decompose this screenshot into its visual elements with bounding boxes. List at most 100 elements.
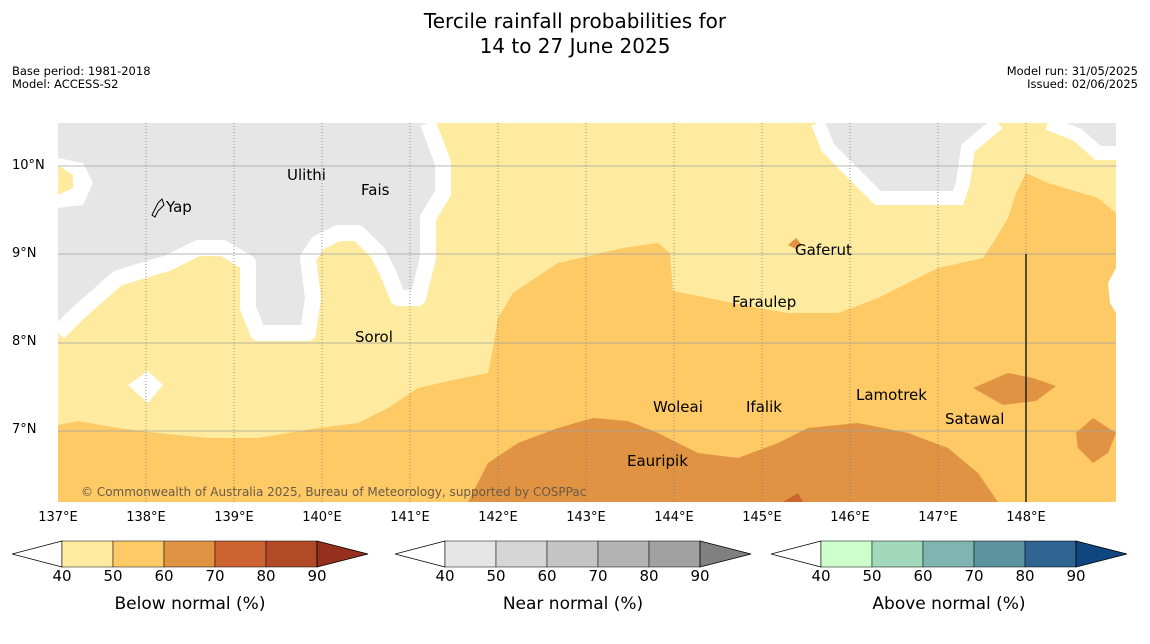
base-period: Base period: 1981-2018 — [12, 64, 151, 78]
colorbar-segment — [163, 540, 216, 568]
place-fais: Fais — [361, 181, 390, 199]
colorbar-segment — [61, 540, 114, 568]
colorbar-high-triangle — [699, 540, 752, 568]
colorbar-segment — [1024, 540, 1077, 568]
tick-90: 90 — [307, 567, 327, 585]
title-line-2: 14 to 27 June 2025 — [479, 34, 671, 58]
lon-label-141e: 141°E — [390, 510, 430, 525]
title-line-1: Tercile rainfall probabilities for — [423, 9, 727, 33]
tick-70: 70 — [964, 567, 984, 585]
yap-island-shape — [151, 198, 165, 218]
lon-label-148e: 148°E — [1006, 510, 1046, 525]
tick-70: 70 — [205, 567, 225, 585]
lon-label-138e: 138°E — [126, 510, 166, 525]
colorbar-segment — [922, 540, 975, 568]
lon-label-137e: 137°E — [38, 510, 78, 525]
tick-50: 50 — [103, 567, 123, 585]
lon-label-146e: 146°E — [830, 510, 870, 525]
tick-60: 60 — [154, 567, 174, 585]
lon-label-139e: 139°E — [214, 510, 254, 525]
legend-near-label: Near normal (%) — [502, 594, 644, 614]
legend-above-normal: 40 50 60 70 80 90 Above normal (%) — [769, 540, 1129, 614]
colorbar-segment — [112, 540, 165, 568]
region-white-ne2 — [1045, 123, 1116, 160]
tick-70: 70 — [588, 567, 608, 585]
colorbar-high-triangle — [1075, 540, 1128, 568]
place-sorol: Sorol — [355, 328, 393, 346]
region-gaferut-spot — [788, 238, 802, 249]
place-ifalik: Ifalik — [746, 398, 782, 416]
colorbar-segment — [265, 540, 318, 568]
parallel-gridlines — [58, 165, 1116, 432]
colorbar-segment — [546, 540, 599, 568]
legend-near-normal: 40 50 60 70 80 90 Near normal (%) — [393, 540, 753, 614]
lon-label-144e: 144°E — [654, 510, 694, 525]
colorbar-below — [10, 540, 369, 568]
region-near-normal-nw — [58, 123, 443, 333]
colorbar-low-triangle — [769, 540, 822, 568]
lat-label-8n: 8°N — [12, 334, 37, 349]
tick-50: 50 — [862, 567, 882, 585]
map-title: Tercile rainfall probabilities for 14 to… — [0, 9, 1150, 59]
lon-label-147e: 147°E — [918, 510, 958, 525]
colorbar-segment — [973, 540, 1026, 568]
place-woleai: Woleai — [653, 398, 703, 416]
region-white-left — [58, 158, 93, 208]
colorbar-segment — [871, 540, 924, 568]
lat-label-9n: 9°N — [12, 246, 37, 261]
region-white-pocket — [128, 371, 163, 403]
tick-50: 50 — [486, 567, 506, 585]
region-below-60-70 — [468, 418, 998, 502]
tick-80: 80 — [256, 567, 276, 585]
colorbar-low-triangle — [393, 540, 446, 568]
lon-label-140e: 140°E — [302, 510, 342, 525]
colorbar-near — [393, 540, 752, 568]
lat-label-7n: 7°N — [12, 422, 37, 437]
region-below-70-80 — [783, 493, 803, 502]
region-below-60-70-edge — [1076, 418, 1116, 463]
colorbar-low-triangle — [10, 540, 63, 568]
issued-date: Issued: 02/06/2025 — [1027, 77, 1138, 91]
region-below-60-70-east — [973, 373, 1056, 405]
place-faraulep: Faraulep — [732, 293, 797, 311]
lon-label-142e: 142°E — [478, 510, 518, 525]
tick-40: 40 — [435, 567, 455, 585]
colorbar-segment — [495, 540, 548, 568]
lat-label-10n: 10°N — [12, 158, 45, 173]
region-white-ne — [811, 123, 1003, 205]
tick-60: 60 — [913, 567, 933, 585]
tick-60: 60 — [537, 567, 557, 585]
colorbar-segment — [444, 540, 497, 568]
place-gaferut: Gaferut — [795, 241, 852, 259]
model-name: Model: ACCESS-S2 — [12, 77, 119, 91]
model-run: Model run: 31/05/2025 — [1006, 64, 1138, 78]
region-white-east-edge — [1108, 268, 1116, 313]
meta-right: Model run: 31/05/2025 Issued: 02/06/2025 — [1007, 65, 1138, 91]
colorbar-segment — [648, 540, 701, 568]
colorbar-segment — [597, 540, 650, 568]
region-white-gap — [58, 123, 451, 341]
region-below-left-pocket — [58, 165, 73, 195]
lon-label-143e: 143°E — [566, 510, 606, 525]
copyright-notice: © Commonwealth of Australia 2025, Bureau… — [81, 485, 587, 499]
tick-40: 40 — [52, 567, 72, 585]
lon-label-145e: 145°E — [742, 510, 782, 525]
legend-above-label: Above normal (%) — [872, 594, 1026, 614]
tick-90: 90 — [690, 567, 710, 585]
legend-below-normal: 40 50 60 70 80 90 Below normal (%) — [10, 540, 370, 614]
tick-80: 80 — [639, 567, 659, 585]
place-yap: Yap — [166, 198, 192, 216]
colorbar-segment — [214, 540, 267, 568]
tick-90: 90 — [1066, 567, 1086, 585]
legend-below-label: Below normal (%) — [114, 594, 266, 614]
colorbar-above — [769, 540, 1128, 568]
tick-40: 40 — [811, 567, 831, 585]
tick-80: 80 — [1015, 567, 1035, 585]
place-eauripik: Eauripik — [627, 452, 688, 470]
colorbar-segment — [820, 540, 873, 568]
place-satawal: Satawal — [945, 410, 1005, 428]
colorbar-high-triangle — [316, 540, 369, 568]
place-lamotrek: Lamotrek — [856, 386, 927, 404]
meta-left: Base period: 1981-2018 Model: ACCESS-S2 — [12, 65, 151, 91]
place-ulithi: Ulithi — [287, 166, 326, 184]
